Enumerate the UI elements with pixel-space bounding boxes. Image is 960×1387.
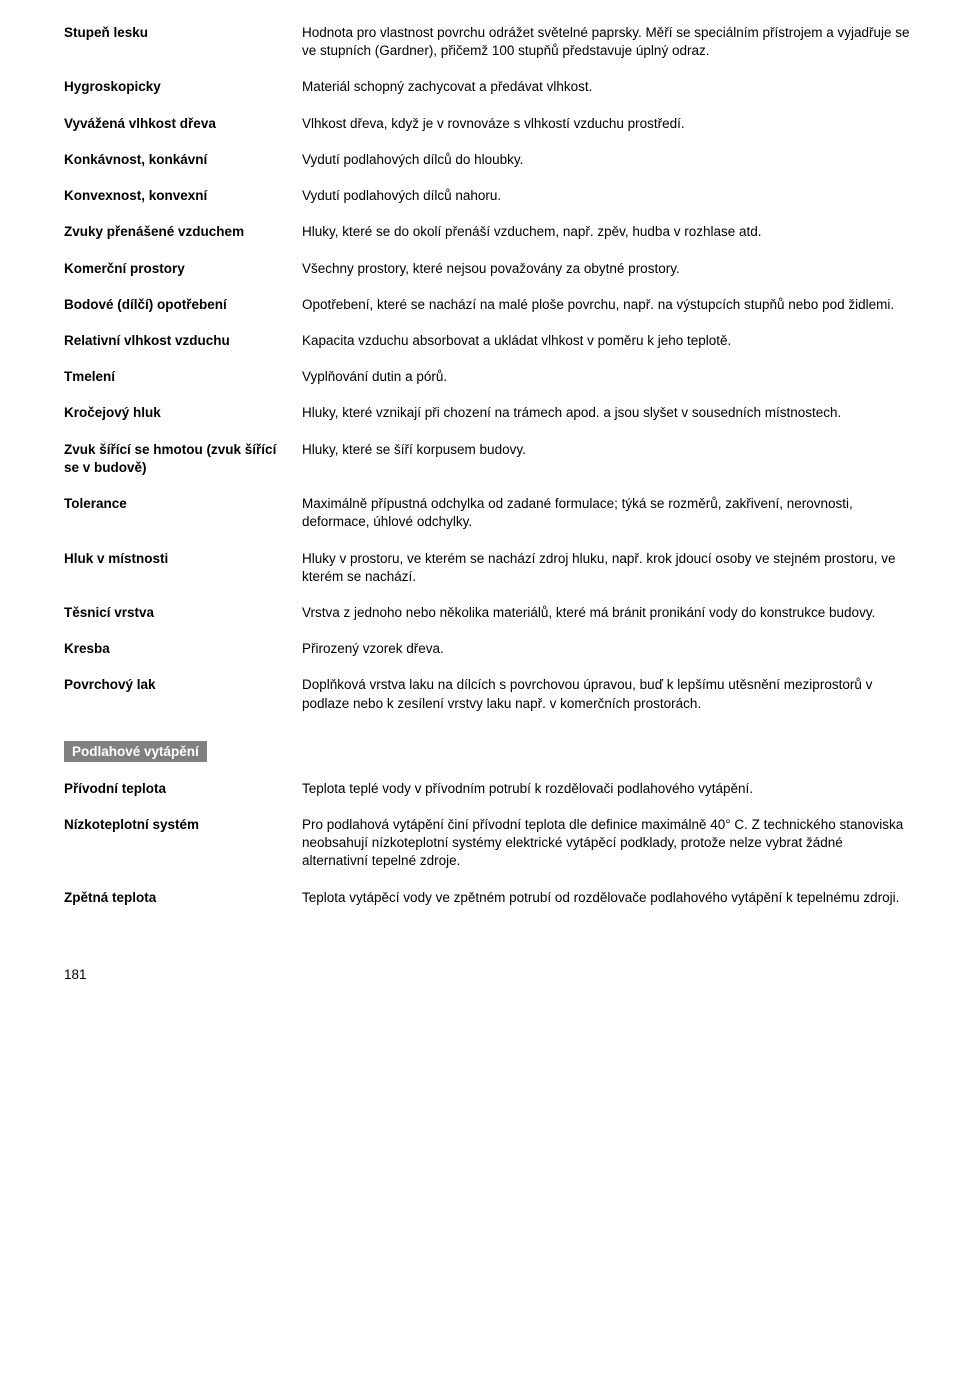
glossary-term: Kročejový hluk xyxy=(64,404,302,422)
glossary-list-1: Stupeň leskuHodnota pro vlastnost povrch… xyxy=(64,24,912,713)
glossary-term: Zpětná teplota xyxy=(64,889,302,907)
glossary-term: Nízkoteplotní systém xyxy=(64,816,302,834)
glossary-definition: Materiál schopný zachycovat a předávat v… xyxy=(302,78,912,96)
glossary-term: Povrchový lak xyxy=(64,676,302,694)
glossary-definition: Vrstva z jednoho nebo několika materiálů… xyxy=(302,604,912,622)
glossary-entry: Zpětná teplotaTeplota vytápěcí vody ve z… xyxy=(64,889,912,907)
glossary-definition: Všechny prostory, které nejsou považován… xyxy=(302,260,912,278)
glossary-definition: Pro podlahová vytápění činí přívodní tep… xyxy=(302,816,912,871)
glossary-entry: Bodové (dílčí) opotřebeníOpotřebení, kte… xyxy=(64,296,912,314)
section-heading: Podlahové vytápění xyxy=(64,741,207,762)
glossary-definition: Přirozený vzorek dřeva. xyxy=(302,640,912,658)
glossary-term: Kresba xyxy=(64,640,302,658)
glossary-term: Těsnicí vrstva xyxy=(64,604,302,622)
glossary-definition: Hodnota pro vlastnost povrchu odrážet sv… xyxy=(302,24,912,60)
glossary-entry: Stupeň leskuHodnota pro vlastnost povrch… xyxy=(64,24,912,60)
glossary-entry: Komerční prostoryVšechny prostory, které… xyxy=(64,260,912,278)
glossary-entry: Konkávnost, konkávníVydutí podlahových d… xyxy=(64,151,912,169)
glossary-term: Konvexnost, konvexní xyxy=(64,187,302,205)
glossary-list-2: Přívodní teplotaTeplota teplé vody v pří… xyxy=(64,780,912,907)
glossary-definition: Doplňková vrstva laku na dílcích s povrc… xyxy=(302,676,912,712)
glossary-entry: Zvuk šířící se hmotou (zvuk šířící se v … xyxy=(64,441,912,477)
glossary-definition: Opotřebení, které se nachází na malé plo… xyxy=(302,296,912,314)
glossary-term: Zvuky přenášené vzduchem xyxy=(64,223,302,241)
glossary-entry: HygroskopickyMateriál schopný zachycovat… xyxy=(64,78,912,96)
glossary-term: Vyvážená vlhkost dřeva xyxy=(64,115,302,133)
glossary-definition: Kapacita vzduchu absorbovat a ukládat vl… xyxy=(302,332,912,350)
glossary-term: Komerční prostory xyxy=(64,260,302,278)
glossary-term: Stupeň lesku xyxy=(64,24,302,42)
glossary-entry: ToleranceMaximálně přípustná odchylka od… xyxy=(64,495,912,531)
glossary-entry: Zvuky přenášené vzduchemHluky, které se … xyxy=(64,223,912,241)
glossary-term: Tmelení xyxy=(64,368,302,386)
glossary-definition: Vydutí podlahových dílců nahoru. xyxy=(302,187,912,205)
glossary-term: Zvuk šířící se hmotou (zvuk šířící se v … xyxy=(64,441,302,477)
glossary-term: Hygroskopicky xyxy=(64,78,302,96)
glossary-entry: Hluk v místnostiHluky v prostoru, ve kte… xyxy=(64,550,912,586)
glossary-entry: Vyvážená vlhkost dřevaVlhkost dřeva, kdy… xyxy=(64,115,912,133)
glossary-definition: Hluky, které se šíří korpusem budovy. xyxy=(302,441,912,459)
glossary-definition: Teplota teplé vody v přívodním potrubí k… xyxy=(302,780,912,798)
glossary-definition: Teplota vytápěcí vody ve zpětném potrubí… xyxy=(302,889,912,907)
glossary-entry: KresbaPřirozený vzorek dřeva. xyxy=(64,640,912,658)
glossary-entry: Povrchový lakDoplňková vrstva laku na dí… xyxy=(64,676,912,712)
glossary-definition: Hluky, které se do okolí přenáší vzduche… xyxy=(302,223,912,241)
glossary-term: Konkávnost, konkávní xyxy=(64,151,302,169)
glossary-entry: Relativní vlhkost vzduchuKapacita vzduch… xyxy=(64,332,912,350)
glossary-definition: Maximálně přípustná odchylka od zadané f… xyxy=(302,495,912,531)
glossary-definition: Hluky, které vznikají při chození na trá… xyxy=(302,404,912,422)
glossary-definition: Vydutí podlahových dílců do hloubky. xyxy=(302,151,912,169)
glossary-definition: Vlhkost dřeva, když je v rovnováze s vlh… xyxy=(302,115,912,133)
glossary-entry: Konvexnost, konvexníVydutí podlahových d… xyxy=(64,187,912,205)
glossary-entry: Přívodní teplotaTeplota teplé vody v pří… xyxy=(64,780,912,798)
glossary-definition: Vyplňování dutin a pórů. xyxy=(302,368,912,386)
glossary-entry: Těsnicí vrstvaVrstva z jednoho nebo něko… xyxy=(64,604,912,622)
glossary-term: Přívodní teplota xyxy=(64,780,302,798)
glossary-term: Hluk v místnosti xyxy=(64,550,302,568)
glossary-definition: Hluky v prostoru, ve kterém se nachází z… xyxy=(302,550,912,586)
glossary-term: Tolerance xyxy=(64,495,302,513)
glossary-term: Relativní vlhkost vzduchu xyxy=(64,332,302,350)
glossary-term: Bodové (dílčí) opotřebení xyxy=(64,296,302,314)
glossary-entry: Nízkoteplotní systémPro podlahová vytápě… xyxy=(64,816,912,871)
glossary-entry: Kročejový hlukHluky, které vznikají při … xyxy=(64,404,912,422)
glossary-entry: TmeleníVyplňování dutin a pórů. xyxy=(64,368,912,386)
page-number: 181 xyxy=(64,967,912,982)
